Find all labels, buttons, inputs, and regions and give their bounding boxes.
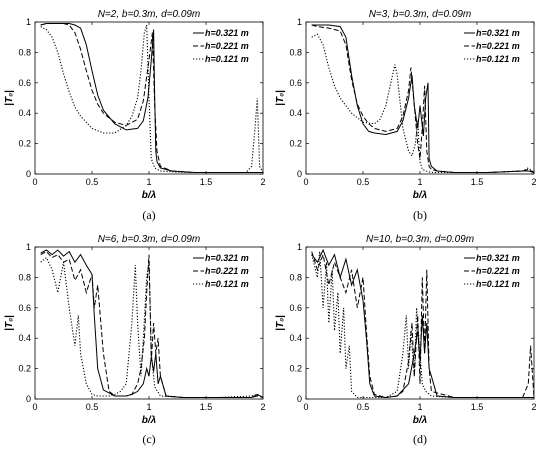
x-axis-label: b/λ: [142, 415, 156, 426]
y-tick-label: 0.8: [18, 272, 31, 282]
y-tick-label: 1: [297, 242, 302, 252]
y-tick-label: 0.6: [18, 303, 31, 313]
x-axis-label: b/λ: [413, 190, 427, 201]
legend-label-2: h=0.121 m: [205, 54, 249, 64]
series-line-2: [40, 24, 263, 174]
chart-panel-2: 0 0.5 1 1.5 2 0 0.2 0.4 0.6 0.8 1 N=6, b=0.3m, d=0.…: [4, 234, 266, 446]
y-tick-label: 0.2: [18, 139, 31, 149]
x-tick-label: 2: [531, 177, 536, 187]
chart-panel-3: 0 0.5 1 1.5 2 0 0.2 0.4 0.6 0.8 1 N=10, b=0.3m, d=0…: [275, 234, 537, 446]
x-tick-label: 1: [146, 177, 151, 187]
x-tick-label: 1: [417, 177, 422, 187]
y-tick-label: 0.4: [18, 333, 31, 343]
x-tick-label: 0.5: [357, 177, 370, 187]
legend-label-0: h=0.321 m: [476, 253, 520, 263]
x-axis-label: b/λ: [413, 415, 427, 426]
y-tick-label: 1: [26, 17, 31, 27]
x-tick-label: 0.5: [357, 402, 370, 412]
legend-label-1: h=0.221 m: [476, 266, 520, 276]
y-tick-label: 0.6: [289, 303, 302, 313]
chart-panel-1: 0 0.5 1 1.5 2 0 0.2 0.4 0.6 0.8 1 N=3, b=0.3m, d=0.…: [275, 9, 537, 222]
series-line-2: [311, 251, 534, 399]
y-axis-label: |T₀|: [4, 90, 15, 106]
y-tick-label: 0: [26, 394, 31, 404]
x-tick-label: 1.5: [200, 402, 213, 412]
x-tick-label: 0: [303, 402, 308, 412]
x-tick-label: 0.5: [86, 177, 99, 187]
y-tick-label: 0: [297, 394, 302, 404]
y-tick-label: 0.8: [289, 272, 302, 282]
y-tick-label: 1: [297, 17, 302, 27]
panel-caption: (b): [413, 208, 427, 222]
x-tick-label: 1: [417, 402, 422, 412]
y-axis-label: |T₀|: [275, 315, 286, 331]
y-tick-label: 1: [26, 242, 31, 252]
legend-label-0: h=0.321 m: [205, 28, 249, 38]
chart-title: N=3, b=0.3m, d=0.09m: [369, 9, 472, 20]
y-tick-label: 0.4: [289, 333, 302, 343]
legend-label-2: h=0.121 m: [205, 279, 249, 289]
legend-label-0: h=0.321 m: [476, 28, 520, 38]
x-tick-label: 0: [32, 402, 37, 412]
panel-caption: (a): [142, 208, 155, 222]
panel-caption: (d): [413, 432, 427, 446]
x-tick-label: 1: [146, 402, 151, 412]
y-tick-label: 0.2: [18, 364, 31, 374]
legend-label-2: h=0.121 m: [476, 54, 520, 64]
x-tick-label: 2: [531, 402, 536, 412]
y-tick-label: 0.6: [289, 78, 302, 88]
y-tick-label: 0: [26, 169, 31, 179]
series-line-1: [311, 24, 534, 173]
y-tick-label: 0.2: [289, 139, 302, 149]
chart-title: N=2, b=0.3m, d=0.09m: [98, 9, 201, 20]
legend-label-1: h=0.221 m: [205, 266, 249, 276]
series-line-1: [311, 251, 534, 399]
panel-caption: (c): [142, 432, 155, 446]
x-tick-label: 0.5: [86, 402, 99, 412]
y-tick-label: 0.4: [18, 108, 31, 118]
y-tick-label: 0.6: [18, 78, 31, 88]
y-tick-label: 0: [297, 169, 302, 179]
x-tick-label: 0: [32, 177, 37, 187]
x-tick-label: 2: [260, 177, 265, 187]
legend-label-1: h=0.221 m: [205, 41, 249, 51]
chart-title: N=10, b=0.3m, d=0.09m: [366, 234, 474, 245]
y-tick-label: 0.2: [289, 364, 302, 374]
series-line-1: [40, 23, 263, 173]
legend-label-2: h=0.121 m: [476, 279, 520, 289]
legend-label-0: h=0.321 m: [205, 253, 249, 263]
series-line-1: [40, 250, 263, 398]
x-axis-label: b/λ: [142, 190, 156, 201]
y-tick-label: 0.8: [289, 47, 302, 57]
chart-title: N=6, b=0.3m, d=0.09m: [98, 234, 201, 245]
y-axis-label: |T₀|: [4, 315, 15, 331]
x-tick-label: 1.5: [471, 177, 484, 187]
x-tick-label: 1.5: [200, 177, 213, 187]
chart-panel-0: 0 0.5 1 1.5 2 0 0.2 0.4 0.6 0.8 1 N=2, b=0.3m, d=0.…: [4, 9, 266, 222]
series-line-2: [311, 33, 534, 174]
y-tick-label: 0.8: [18, 47, 31, 57]
y-tick-label: 0.4: [289, 108, 302, 118]
x-tick-label: 2: [260, 402, 265, 412]
x-tick-label: 1.5: [471, 402, 484, 412]
x-tick-label: 0: [303, 177, 308, 187]
legend-label-1: h=0.221 m: [476, 41, 520, 51]
y-axis-label: |T₀|: [275, 90, 286, 106]
